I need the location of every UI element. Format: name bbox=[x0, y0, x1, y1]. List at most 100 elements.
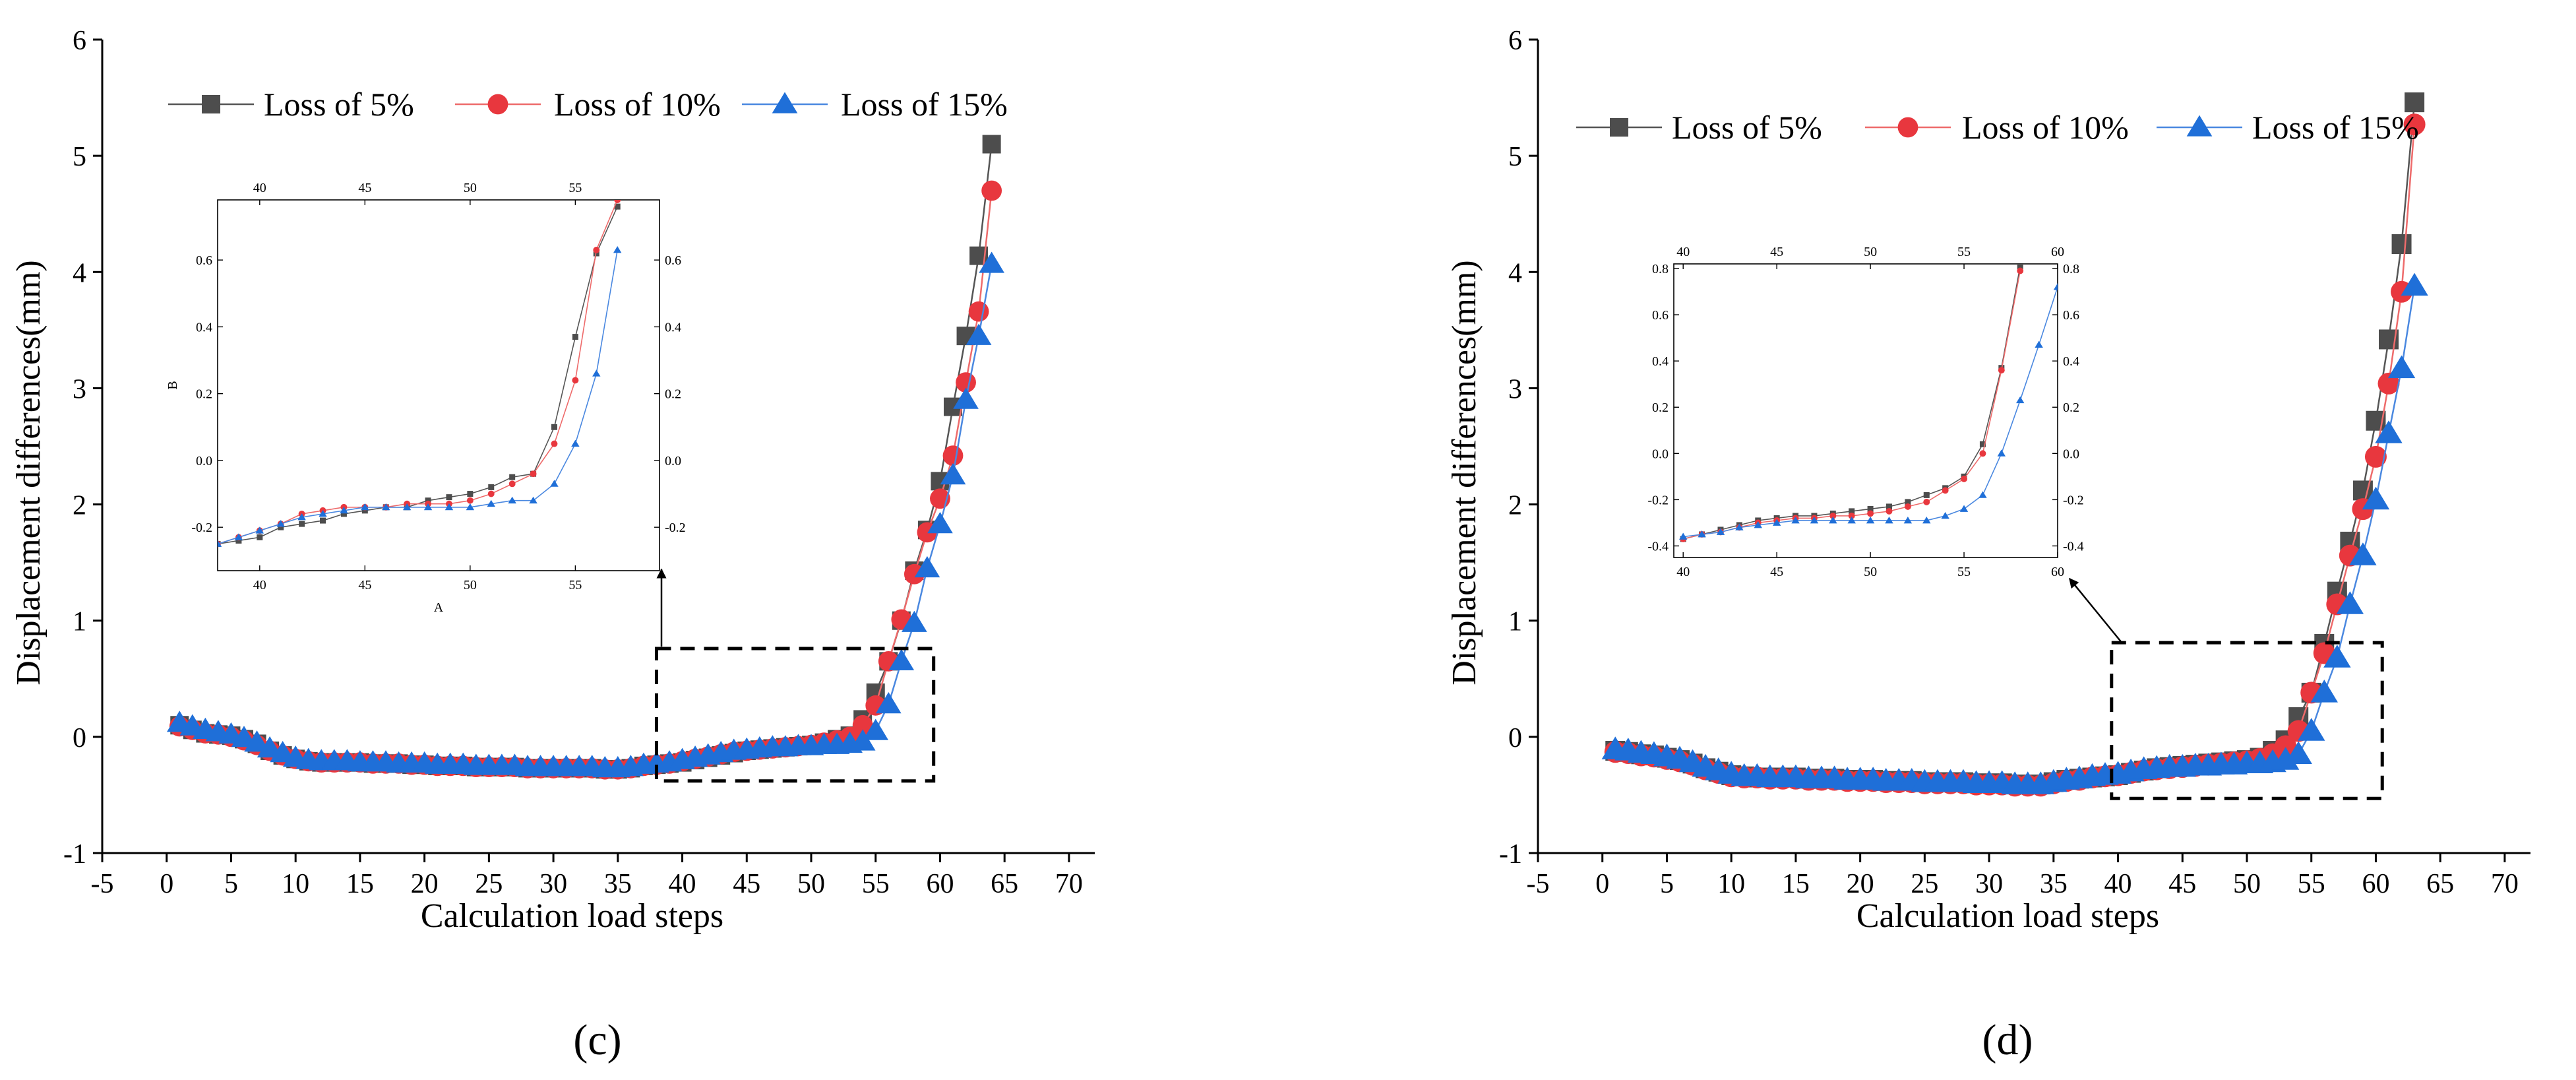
data-point bbox=[2271, 747, 2300, 770]
inset-data-point bbox=[571, 439, 580, 447]
data-point bbox=[875, 692, 902, 714]
inset-data-point bbox=[255, 526, 264, 534]
inset-data-point bbox=[446, 494, 452, 501]
inset-data-point bbox=[340, 511, 347, 517]
inset-x-tick-label-top: 45 bbox=[1770, 245, 1783, 259]
legend-marker bbox=[487, 94, 508, 115]
x-tick-label: 0 bbox=[1595, 869, 1609, 899]
inset-data-point bbox=[2035, 340, 2043, 348]
data-point bbox=[852, 715, 873, 736]
x-tick-label: 65 bbox=[991, 869, 1018, 899]
data-point bbox=[2387, 355, 2416, 379]
x-tick-label: 10 bbox=[1717, 869, 1745, 899]
inset-data-point bbox=[1886, 507, 1893, 515]
inset-data-point bbox=[466, 503, 475, 511]
inset-data-point bbox=[1754, 521, 1762, 528]
inset-data-point bbox=[340, 506, 348, 514]
inset-data-point bbox=[487, 499, 495, 507]
inset-frame bbox=[217, 199, 660, 571]
inset-x-tick-label-top: 60 bbox=[2051, 245, 2064, 259]
data-point bbox=[940, 463, 966, 485]
y-tick-label: 4 bbox=[1508, 258, 1522, 288]
y-tick-label: 6 bbox=[73, 26, 86, 56]
inset-data-point bbox=[613, 245, 622, 253]
panel-label-c: (c) bbox=[573, 1016, 621, 1064]
x-tick-label: 5 bbox=[1660, 869, 1674, 899]
inset-data-point bbox=[593, 250, 599, 257]
inset-data-point bbox=[382, 503, 390, 511]
inset-y-tick-label-right: -0.2 bbox=[665, 521, 686, 535]
inset-y-tick-label-right: -0.2 bbox=[2063, 493, 2084, 507]
inset-data-point bbox=[1979, 441, 1986, 447]
data-point bbox=[244, 730, 270, 752]
x-tick-label: 65 bbox=[2426, 869, 2454, 899]
inset-series-line bbox=[218, 200, 618, 545]
inset-y-tick-label: 0.6 bbox=[196, 253, 212, 268]
data-point bbox=[968, 301, 989, 322]
y-tick-label: 3 bbox=[73, 374, 86, 404]
inset-x-tick-label: 60 bbox=[2051, 565, 2064, 579]
inset-data-point bbox=[592, 369, 601, 377]
x-axis-label: Calculation load steps bbox=[1856, 897, 2159, 935]
x-tick-label: 60 bbox=[2362, 869, 2389, 899]
inset-data-point bbox=[1903, 516, 1913, 524]
inset-y-tick-label-right: 0.4 bbox=[2063, 354, 2079, 369]
data-point bbox=[2336, 591, 2364, 614]
inset-data-point bbox=[1886, 503, 1892, 510]
x-tick-label: 50 bbox=[797, 869, 825, 899]
series-3 bbox=[1601, 272, 2428, 794]
y-tick-label: 5 bbox=[73, 142, 86, 172]
x-tick-label: 25 bbox=[1911, 869, 1938, 899]
x-tick-label: 70 bbox=[2491, 869, 2519, 899]
legend-marker bbox=[1610, 118, 1628, 137]
inset-y-tick-label-right: 0.8 bbox=[2063, 262, 2079, 276]
data-point bbox=[2349, 542, 2377, 565]
y-tick-label: 2 bbox=[1508, 491, 1522, 521]
inset-data-point bbox=[593, 246, 600, 253]
inset-data-point bbox=[1885, 516, 1893, 524]
x-tick-label: 50 bbox=[2233, 869, 2261, 899]
inset-data-point bbox=[320, 517, 326, 524]
data-point bbox=[2298, 718, 2325, 741]
inset-data-point bbox=[550, 480, 559, 487]
inset-y-tick-label-right: -0.4 bbox=[2063, 539, 2084, 554]
inset-data-point bbox=[467, 491, 474, 497]
inset-y-tick-label: 0.6 bbox=[1652, 308, 1669, 323]
x-tick-label: 0 bbox=[160, 869, 173, 899]
inset-data-point bbox=[551, 440, 558, 447]
y-tick-label: 5 bbox=[1508, 142, 1522, 172]
x-tick-label: 35 bbox=[2040, 869, 2068, 899]
x-tick-label: 55 bbox=[862, 869, 890, 899]
inset-x-tick-label: 50 bbox=[464, 578, 477, 592]
inset-data-point bbox=[1867, 505, 1874, 512]
inset-data-point bbox=[2053, 283, 2058, 290]
y-axis-label: Displacement differences(mm) bbox=[10, 260, 47, 685]
x-tick-label: 55 bbox=[2298, 869, 2325, 899]
inset-x-tick-label: 55 bbox=[568, 578, 582, 592]
data-point bbox=[942, 445, 964, 466]
inset-data-point bbox=[218, 540, 222, 547]
inset-x-tick-label: 55 bbox=[1957, 565, 1971, 579]
inset-y-tick-label-right: 0.6 bbox=[665, 253, 681, 268]
inset-data-point bbox=[551, 424, 557, 430]
y-tick-label: 0 bbox=[1508, 723, 1522, 753]
x-axis-label: Calculation load steps bbox=[421, 897, 723, 935]
inset-chart: 40 40 45 45 50 50 55 55 60 60 -0.4 -0.4 -0.2 -0.2 0.0 0… bbox=[1647, 245, 2083, 579]
data-point bbox=[982, 135, 1001, 154]
data-point bbox=[2275, 735, 2297, 757]
x-tick-label: 30 bbox=[1975, 869, 2003, 899]
data-point bbox=[863, 718, 889, 740]
inset-x-tick-label: 50 bbox=[1864, 565, 1877, 579]
x-tick-label: 30 bbox=[539, 869, 567, 899]
inset-y-tick-label-right: 0.0 bbox=[665, 454, 681, 468]
data-point bbox=[2375, 420, 2403, 443]
panel-label-d: (d) bbox=[1982, 1016, 2033, 1064]
x-tick-label: 35 bbox=[604, 869, 632, 899]
inset-data-point bbox=[423, 503, 433, 511]
data-point bbox=[927, 512, 953, 534]
inset-series-3 bbox=[218, 245, 622, 547]
inset-data-point bbox=[488, 484, 495, 490]
inset-data-point bbox=[361, 503, 369, 511]
inset-data-point bbox=[1867, 510, 1874, 517]
